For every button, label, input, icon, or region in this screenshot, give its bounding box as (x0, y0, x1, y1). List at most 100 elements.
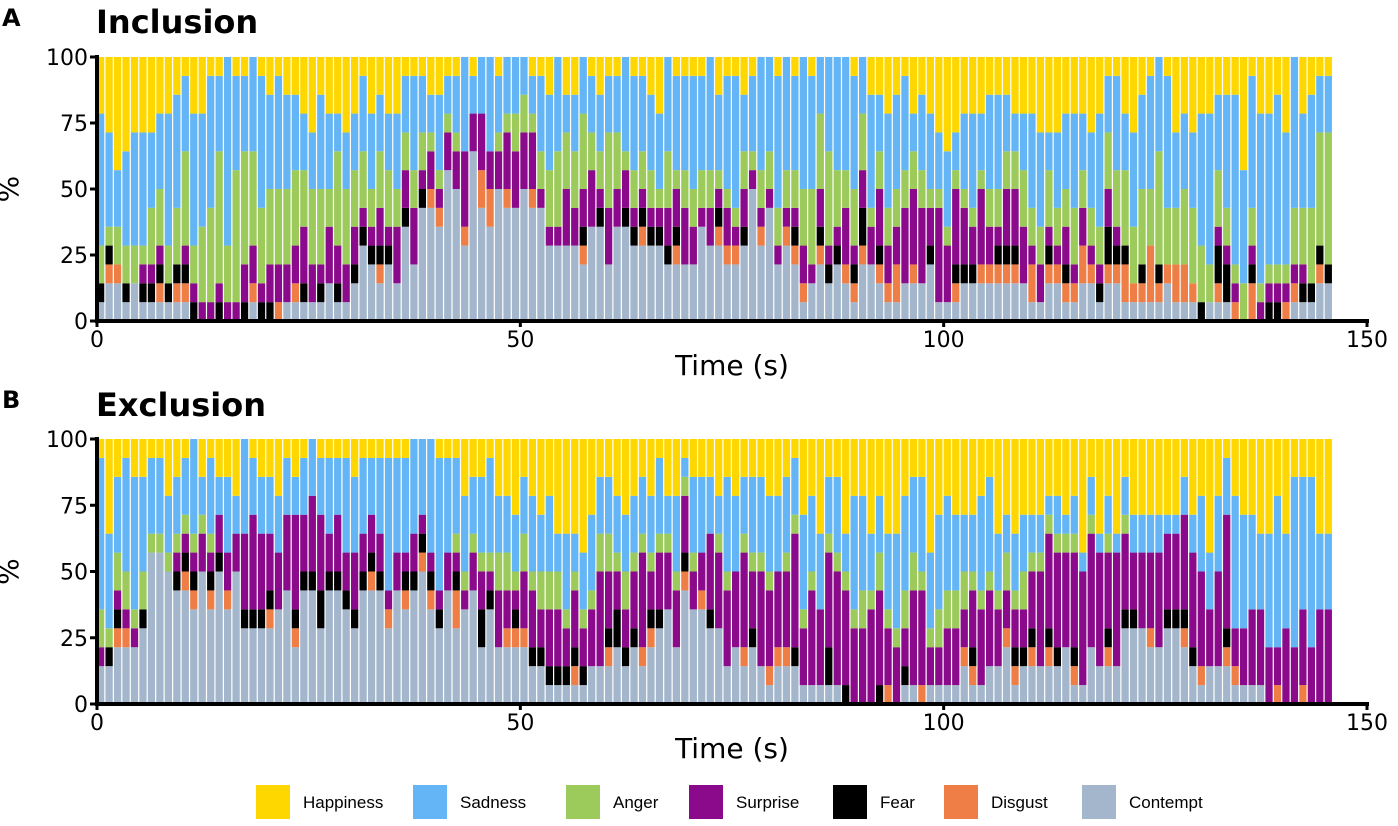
bar-segment-contempt (647, 245, 655, 321)
bar-segment-sadness (605, 476, 613, 534)
bar-segment-sadness (1163, 75, 1172, 208)
bar-segment-happiness (562, 57, 570, 95)
bar-segment-surprise (291, 514, 299, 610)
bar-segment-contempt (638, 245, 647, 321)
bar-segment-anger (113, 226, 122, 265)
bar-segment-contempt (291, 302, 299, 321)
bar-segment-sadness (511, 57, 520, 114)
bar-segment-surprise (621, 170, 630, 208)
bar-segment-sadness (359, 75, 367, 152)
legend-item-contempt: Contempt (1082, 785, 1203, 819)
bar-segment-sadness (198, 113, 206, 227)
bar-segment-sadness (1316, 533, 1324, 610)
bar-segment-disgust (1316, 264, 1324, 284)
bar-segment-happiness (198, 439, 206, 477)
bar-segment-surprise (1096, 264, 1104, 284)
bar-segment-contempt (748, 647, 757, 704)
bar-segment-sadness (757, 476, 765, 553)
bar-segment-happiness (393, 439, 401, 458)
bar-segment-sadness (698, 476, 706, 553)
bar-segment-contempt (791, 264, 799, 321)
bar-segment-sadness (224, 476, 232, 553)
bar-segment-anger (1121, 170, 1129, 246)
bar-segment-sadness (723, 476, 731, 572)
bar-segment-disgust (190, 590, 198, 610)
bar-segment-contempt (300, 590, 308, 704)
bar-segment-anger (198, 226, 206, 303)
bar-segment-happiness (418, 57, 426, 76)
bar-segment-surprise (334, 245, 342, 284)
bar-segment-fear (825, 647, 833, 686)
bar-segment-sadness (1189, 132, 1197, 208)
bar-segment-sadness (1256, 533, 1265, 610)
bar-segment-sadness (190, 439, 198, 534)
bar-segment-surprise (943, 245, 951, 303)
bar-segment-happiness (1138, 439, 1146, 515)
bar-segment-anger (207, 207, 215, 303)
bar-segment-sadness (655, 457, 664, 534)
bar-segment-anger (723, 189, 731, 208)
bar-segment-contempt (410, 590, 418, 704)
bar-segment-happiness (190, 57, 198, 114)
bar-segment-sadness (1138, 514, 1146, 553)
bar-segment-surprise (240, 264, 249, 303)
bar-segment-contempt (740, 666, 748, 704)
bar-segment-disgust (1180, 628, 1188, 648)
bar-segment-surprise (774, 571, 782, 648)
bar-segment-contempt (723, 666, 731, 704)
bar-segment-surprise (1214, 571, 1222, 667)
bar-segment-anger (147, 207, 156, 265)
bar-segment-sadness (317, 94, 325, 189)
bar-segment-sadness (1197, 113, 1205, 246)
bar-segment-anger (613, 132, 621, 189)
bar-segment-surprise (113, 590, 122, 610)
bar-segment-fear (630, 226, 638, 246)
bar-segment-happiness (376, 439, 384, 458)
bar-segment-fear (401, 571, 410, 591)
bar-segment-contempt (1121, 302, 1129, 321)
bar-segment-contempt (164, 302, 172, 321)
bar-segment-contempt (977, 685, 985, 704)
bar-segment-fear (655, 226, 664, 246)
bar-segment-sadness (1180, 113, 1188, 189)
bar-segment-sadness (935, 132, 943, 189)
bar-segment-surprise (952, 628, 960, 686)
bar-segment-disgust (952, 283, 960, 303)
bar-segment-happiness (740, 439, 748, 477)
bar-segment-sadness (520, 476, 528, 534)
bar-segment-contempt (384, 628, 393, 704)
panel-letter: A (2, 4, 21, 32)
bar-segment-fear (875, 245, 884, 265)
bar-segment-anger (300, 170, 308, 227)
bar-segment-happiness (427, 57, 435, 95)
bar-segment-fear (579, 666, 587, 686)
bar-segment-surprise (537, 609, 545, 648)
bar-segment-anger (918, 170, 926, 208)
y-axis-title: % (0, 558, 25, 585)
bar-segment-contempt (1223, 302, 1231, 321)
bar-segment-sadness (334, 457, 342, 515)
bar-segment-happiness (393, 57, 401, 114)
bar-segment-anger (859, 113, 867, 171)
bar-segment-happiness (384, 57, 393, 114)
bar-segment-contempt (334, 302, 342, 321)
bar-segment-anger (757, 170, 765, 208)
bar-segment-fear (901, 666, 909, 686)
bar-segment-happiness (1273, 57, 1282, 95)
bar-segment-contempt (308, 302, 316, 321)
bar-segment-sadness (867, 94, 875, 208)
bar-segment-contempt (672, 647, 680, 704)
bar-segment-fear (105, 245, 113, 265)
bar-segment-fear (300, 283, 308, 303)
bar-segment-surprise (672, 590, 680, 648)
bar-segment-sadness (401, 75, 410, 133)
bar-segment-disgust (266, 609, 274, 629)
bar-segment-contempt (486, 609, 494, 704)
bar-segment-fear (1316, 245, 1324, 265)
bar-segment-sadness (283, 457, 291, 515)
bar-segment-anger (291, 170, 299, 246)
bar-segment-contempt (969, 685, 977, 704)
bar-segment-surprise (1256, 609, 1265, 686)
bar-segment-anger (224, 245, 232, 303)
bar-segment-anger (986, 571, 994, 591)
